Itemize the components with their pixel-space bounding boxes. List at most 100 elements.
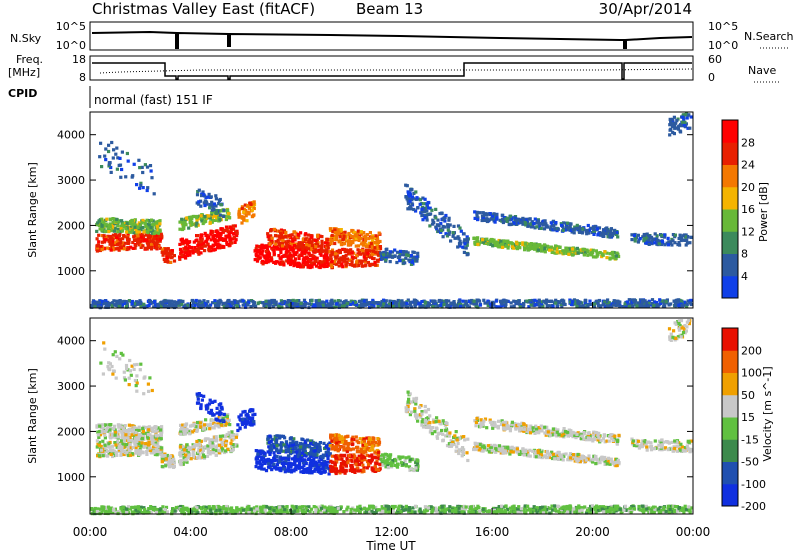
- echo-cell: [245, 219, 249, 223]
- echo-cell: [489, 242, 493, 246]
- echo-cell: [348, 262, 352, 267]
- echo-cell: [388, 250, 392, 254]
- echo-cell: [403, 261, 407, 265]
- echo-cell: [348, 251, 352, 255]
- echo-cell: [302, 257, 306, 261]
- echo-cell: [502, 242, 506, 246]
- echo-cell: [156, 426, 160, 430]
- echo-cell: [124, 438, 128, 442]
- echo-cell: [116, 156, 120, 160]
- echo-cell: [484, 212, 489, 217]
- echo-cell: [154, 450, 158, 454]
- echo-cell: [218, 434, 222, 438]
- echo-cell: [420, 214, 424, 218]
- echo-cell: [107, 230, 111, 234]
- echo-cell: [638, 298, 643, 302]
- echo-cell: [345, 301, 349, 306]
- echo-cell: [420, 210, 424, 214]
- echo-cell: [196, 425, 200, 429]
- echo-cell: [110, 303, 114, 307]
- echo-cell: [292, 237, 296, 241]
- echo-cell: [159, 428, 163, 432]
- echo-cell: [359, 237, 363, 241]
- echo-cell: [476, 218, 480, 222]
- echo-cell: [281, 462, 285, 466]
- echo-cell: [187, 447, 191, 451]
- echo-cell: [193, 428, 197, 432]
- echo-cell: [212, 439, 216, 443]
- echo-cell: [204, 301, 208, 306]
- echo-cell: [288, 252, 292, 256]
- echo-cell: [232, 236, 236, 240]
- beam-label: Beam 13: [356, 0, 423, 18]
- echo-cell: [325, 257, 329, 262]
- echo-cell: [100, 223, 104, 227]
- echo-cell: [146, 245, 150, 249]
- echo-cell: [356, 244, 361, 248]
- echo-cell: [152, 449, 156, 453]
- echo-cell: [262, 467, 266, 471]
- echo-cell: [509, 214, 513, 218]
- echo-cell: [630, 238, 634, 242]
- echo-cell: [452, 305, 456, 309]
- colorbar-tick-label: 20: [741, 181, 755, 194]
- echo-cell: [337, 230, 341, 234]
- echo-cell: [178, 451, 182, 455]
- echo-cell: [581, 304, 585, 308]
- echo-cell: [149, 239, 153, 243]
- echo-cell: [314, 238, 318, 242]
- echo-cell: [200, 238, 204, 242]
- echo-cell: [170, 455, 174, 459]
- echo-cell: [132, 302, 137, 306]
- echo-cell: [679, 236, 683, 240]
- echo-cell: [272, 244, 276, 248]
- echo-cell: [258, 459, 262, 463]
- echo-cell: [277, 304, 281, 308]
- echo-cell: [541, 249, 545, 253]
- echo-cell: [225, 227, 229, 231]
- echo-cell: [515, 246, 519, 250]
- echo-cell: [597, 232, 601, 236]
- echo-cell: [178, 247, 183, 251]
- echo-cell: [266, 450, 270, 454]
- echo-cell: [202, 193, 206, 197]
- echo-cell: [318, 467, 322, 471]
- echo-cell: [605, 304, 610, 308]
- echo-cell: [208, 441, 212, 446]
- echo-cell: [585, 232, 589, 236]
- echo-cell: [222, 214, 226, 218]
- echo-cell: [586, 304, 590, 308]
- echo-cell: [407, 196, 411, 200]
- echo-cell: [282, 467, 286, 471]
- echo-cell: [222, 304, 226, 308]
- echo-cell: [123, 241, 127, 245]
- echo-cell: [592, 232, 596, 236]
- echo-cell: [105, 449, 109, 454]
- echo-cell: [160, 301, 164, 305]
- echo-cell: [318, 265, 322, 269]
- echo-cell: [562, 249, 567, 253]
- echo-cell: [586, 253, 590, 257]
- echo-cell: [443, 219, 447, 223]
- echo-cell: [214, 211, 218, 215]
- echo-cell: [685, 302, 689, 306]
- echo-cell: [183, 424, 187, 428]
- echo-cell: [265, 250, 269, 254]
- echo-cell: [565, 221, 570, 225]
- echo-cell: [138, 299, 142, 303]
- echo-cell: [391, 255, 395, 259]
- echo-cell: [500, 302, 504, 306]
- echo-cell: [226, 230, 230, 234]
- echo-cell: [318, 302, 322, 306]
- echo-cell: [255, 244, 259, 248]
- echo-cell: [517, 241, 522, 245]
- date-label: 30/Apr/2014: [599, 0, 692, 18]
- echo-cell: [280, 301, 285, 305]
- echo-cell: [615, 230, 619, 234]
- echo-cell: [97, 454, 102, 458]
- echo-cell: [363, 240, 367, 244]
- echo-cell: [109, 238, 113, 242]
- echo-cell: [214, 445, 218, 450]
- echo-cell: [167, 251, 171, 255]
- echo-cell: [552, 227, 557, 231]
